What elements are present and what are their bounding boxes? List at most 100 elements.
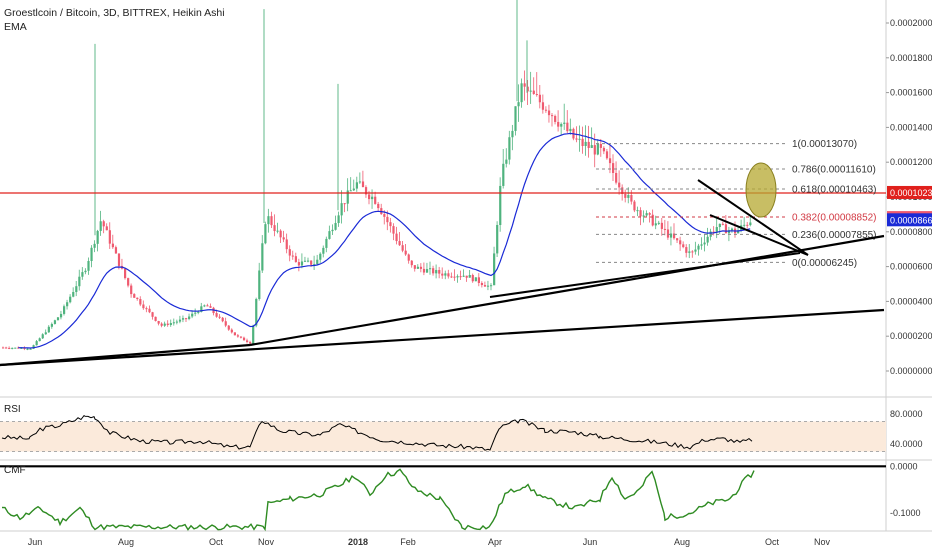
candle xyxy=(413,265,416,269)
candle xyxy=(685,247,688,253)
candle xyxy=(502,163,505,186)
candle xyxy=(404,250,407,255)
candle xyxy=(523,83,526,87)
rsi-tick-label: 80.0000 xyxy=(890,409,923,419)
candle xyxy=(279,230,282,238)
candle xyxy=(712,231,715,233)
candle xyxy=(227,325,230,330)
price-tag-box xyxy=(887,213,932,227)
candle xyxy=(694,249,697,252)
cmf-line xyxy=(1,468,755,532)
wedge-lower-line xyxy=(709,214,809,256)
long-term-trendline xyxy=(0,308,885,367)
chart-title: Groestlcoin / Bitcoin, 3D, BITTREX, Heik… xyxy=(4,7,225,19)
candle xyxy=(529,90,532,92)
candle xyxy=(401,245,404,251)
candle xyxy=(547,110,551,116)
candle xyxy=(148,308,151,313)
candle xyxy=(8,347,11,349)
candle xyxy=(477,277,480,284)
candle xyxy=(673,233,676,239)
candle xyxy=(630,195,633,202)
candle xyxy=(38,338,41,342)
candle xyxy=(47,326,50,333)
candle xyxy=(596,144,599,155)
x-tick-label: Jun xyxy=(28,537,43,547)
candle xyxy=(456,276,459,278)
candle xyxy=(209,306,212,308)
candle xyxy=(114,247,118,254)
candle xyxy=(364,187,368,195)
candle xyxy=(236,335,240,337)
candle xyxy=(520,83,523,103)
candle xyxy=(749,222,752,226)
candle xyxy=(66,302,69,307)
candle xyxy=(313,264,316,266)
candle xyxy=(346,190,349,204)
candle xyxy=(200,306,203,312)
candle xyxy=(142,304,145,309)
candle xyxy=(688,251,691,253)
candle xyxy=(615,172,618,183)
candle xyxy=(358,181,362,183)
candle xyxy=(139,299,142,305)
candle xyxy=(560,123,563,127)
candle xyxy=(645,213,648,216)
candle xyxy=(627,195,630,198)
candle xyxy=(474,277,477,282)
candle xyxy=(130,285,133,295)
rsi-pane: RSI 80.0000 40.0000 xyxy=(0,404,932,461)
x-tick-label: Nov xyxy=(258,537,275,547)
candle xyxy=(78,276,81,287)
candle xyxy=(282,237,285,240)
candle xyxy=(11,347,14,349)
candle xyxy=(605,151,609,159)
candle xyxy=(590,145,593,148)
candle xyxy=(505,159,508,164)
candle xyxy=(608,158,612,164)
candle xyxy=(486,285,490,287)
candle xyxy=(249,341,252,344)
candle xyxy=(264,224,267,244)
candle xyxy=(691,251,694,253)
candle xyxy=(203,305,206,307)
candle xyxy=(84,270,87,273)
candle xyxy=(395,233,398,242)
candle xyxy=(29,348,32,350)
candle xyxy=(453,276,456,278)
candle xyxy=(218,316,221,318)
candle xyxy=(575,138,578,140)
candle xyxy=(328,231,331,239)
indicator-label: EMA xyxy=(4,21,27,33)
overlays: 1(0.00013070) 0.786(0.00011610) 0.618(0.00… xyxy=(0,139,932,367)
cmf-tick-label: -0.1000 xyxy=(890,508,921,518)
candle xyxy=(340,203,343,216)
fib-level-label: 0.618(0.00010463) xyxy=(792,184,877,195)
candle xyxy=(145,308,148,310)
candle xyxy=(157,320,160,324)
candle xyxy=(642,215,645,217)
x-tick-label: Aug xyxy=(674,537,690,547)
price-tick-label: 0.00000000 xyxy=(890,366,932,376)
cmf-pane: CMF 0.0000 -0.1000 xyxy=(0,461,932,532)
x-tick-label: Nov xyxy=(814,537,831,547)
candle xyxy=(578,138,581,140)
candle xyxy=(325,238,328,248)
candle xyxy=(255,298,258,326)
candle xyxy=(261,243,264,271)
candle xyxy=(612,163,615,173)
candle xyxy=(551,115,554,117)
candle xyxy=(56,317,60,321)
candle xyxy=(663,228,667,230)
fib-level-label: 0.382(0.00008852) xyxy=(792,212,877,223)
candle xyxy=(444,273,447,276)
candle xyxy=(93,243,96,248)
candle xyxy=(480,283,484,286)
candle xyxy=(258,270,261,299)
candle xyxy=(349,190,352,192)
